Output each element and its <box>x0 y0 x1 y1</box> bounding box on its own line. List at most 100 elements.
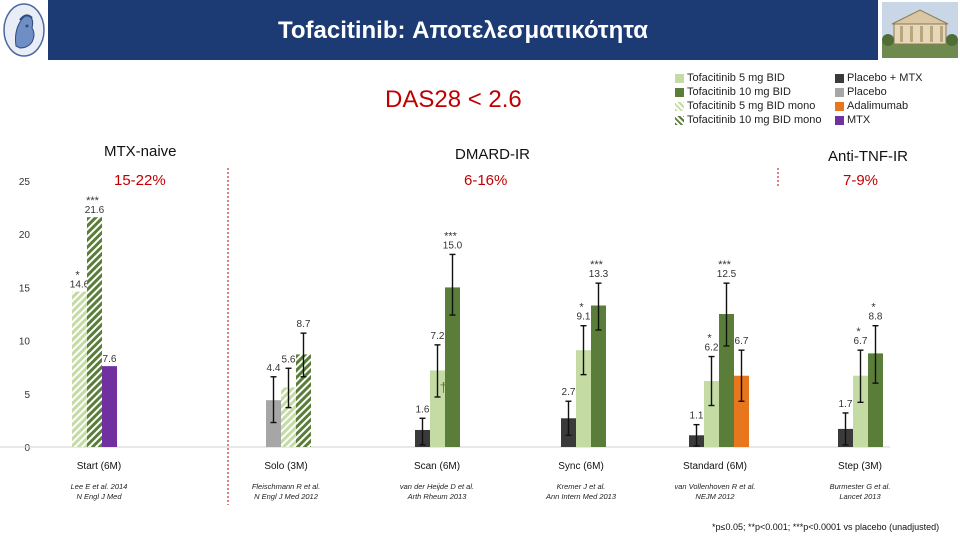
significance-marker: *** <box>444 230 458 242</box>
data-label: 4.4 <box>267 363 281 374</box>
y-tick-label: 25 <box>19 177 31 188</box>
bar-pbomtx <box>415 429 430 447</box>
legend-label: MTX <box>847 114 871 126</box>
data-label: 7.6 <box>103 354 117 365</box>
y-tick-label: 20 <box>19 230 31 241</box>
data-label: 6.7 <box>854 336 868 347</box>
data-label: 1.7 <box>839 399 853 410</box>
chart-subtitle: DAS28 < 2.6 <box>385 86 522 113</box>
citation-text: NEJM 2012 <box>695 492 735 501</box>
significance-marker: *** <box>718 259 732 271</box>
data-label: 8.8 <box>869 312 883 323</box>
legend-swatch-tofa5mono <box>675 102 684 111</box>
group-label-dmard-ir: DMARD-IR <box>455 146 530 163</box>
category-label: Solo (3M) <box>264 461 307 472</box>
category-group: 2.7 9.1* 13.3*** Sync (6M) Kremer J et al.An… <box>545 259 617 501</box>
footnote: *p≤0.05; **p<0.001; ***p<0.0001 vs place… <box>712 522 940 532</box>
group-range-dmard-ir: 6-16% <box>464 172 508 189</box>
data-label: 14.6 <box>70 280 90 291</box>
building-photo-icon <box>882 2 958 58</box>
bar-pbomtx <box>838 428 853 447</box>
legend-swatch-ada <box>835 102 844 111</box>
legend-swatch-mtx <box>835 116 844 125</box>
data-label: 1.6 <box>416 404 430 415</box>
category-group: 1.1 6.2* 12.5*** 6.7 Standard (6M) van Vollen… <box>674 259 755 501</box>
data-label: 7.2 <box>431 331 445 342</box>
legend-label: Placebo <box>847 86 887 98</box>
page-title: Tofacitinib: Αποτελεσματικότητα <box>277 17 649 44</box>
significance-marker: *** <box>86 195 100 207</box>
title-bar <box>48 0 878 60</box>
header: Tofacitinib: Αποτελεσματικότητα <box>0 0 960 62</box>
bar-tofa10mono <box>296 354 311 447</box>
legend-label: Tofacitinib 5 mg BID mono <box>687 100 816 112</box>
legend: Tofacitinib 5 mg BID Tofacitinib 10 mg B… <box>675 72 960 130</box>
data-label: 8.7 <box>297 319 311 330</box>
group-range-mtx-naive: 15-22% <box>114 172 166 189</box>
bar-tofa5mono <box>281 387 296 447</box>
bar-pbomtx <box>561 418 576 447</box>
category-group: 14.6* 21.6*** 7.6 Start (6M) Lee E et al. 20… <box>70 195 128 501</box>
significance-marker: * <box>75 270 80 282</box>
bar-ada <box>734 375 749 447</box>
citation-text: Lancet 2013 <box>839 492 881 501</box>
data-label: 1.1 <box>690 411 704 422</box>
category-group: 1.6 7.2 † 15.0*** Scan (6M) van der Heijde D … <box>400 230 474 501</box>
category-label: Standard (6M) <box>683 461 747 472</box>
legend-swatch-pbo <box>835 88 844 97</box>
bar-tofa10 <box>445 287 460 447</box>
significance-marker: † <box>440 379 448 395</box>
significance-marker: * <box>707 333 712 345</box>
bar-mtx <box>102 366 117 447</box>
group-range-anti-tnf-ir: 7-9% <box>843 172 879 189</box>
citation-text: Arth Rheum 2013 <box>407 492 468 501</box>
data-label: 6.7 <box>735 336 749 347</box>
category-label: Scan (6M) <box>414 461 460 472</box>
data-label: 13.3 <box>589 269 609 280</box>
data-label: 5.6 <box>282 354 296 365</box>
significance-marker: * <box>871 302 876 314</box>
category-label: Step (3M) <box>838 461 882 472</box>
bar-tofa10 <box>719 314 734 447</box>
citation-text: Fleischmann R et al. <box>252 482 320 491</box>
data-label: 9.1 <box>577 312 591 323</box>
data-label: 12.5 <box>717 269 737 280</box>
legend-swatch-tofa5 <box>675 74 684 83</box>
data-label: 2.7 <box>562 387 576 398</box>
bar-tofa10mono <box>87 217 102 447</box>
bar-tofa10 <box>591 305 606 447</box>
y-axis: 0 5 10 15 20 25 <box>0 177 890 454</box>
legend-label: Adalimumab <box>847 100 909 112</box>
category-group: 4.45.6 8.7 Solo (3M) Fleischmann R et al.N … <box>252 319 320 501</box>
legend-label: Placebo + MTX <box>847 72 923 84</box>
category-group: 1.76.7*8.8*Step (3M)Burmester G et al.La… <box>830 302 891 501</box>
citation-text: Burmester G et al. <box>830 482 891 491</box>
category-label: Start (6M) <box>77 461 121 472</box>
citation-text: N Engl J Med 2012 <box>254 492 319 501</box>
bar-tofa5 <box>704 381 719 447</box>
bar-pbomtx <box>689 435 704 447</box>
significance-marker: * <box>579 302 584 314</box>
citation-text: Ann Intern Med 2013 <box>545 492 617 501</box>
citation-text: Lee E et al. 2014 <box>71 482 128 491</box>
y-tick-label: 5 <box>24 390 30 401</box>
group-label-mtx-naive: MTX-naive <box>104 143 177 160</box>
citation-text: van der Heijde D et al. <box>400 482 474 491</box>
legend-label: Tofacitinib 10 mg BID <box>687 86 791 98</box>
citation-text: Kremer J et al. <box>557 482 606 491</box>
data-label: 21.6 <box>85 205 105 216</box>
legend-swatch-tofa10mono <box>675 116 684 125</box>
legend-swatch-tofa10 <box>675 88 684 97</box>
data-label: 6.2 <box>705 343 719 354</box>
citation-text: N Engl J Med <box>76 492 122 501</box>
citation-text: van Vollenhoven R et al. <box>674 482 755 491</box>
data-label: 15.0 <box>443 240 463 251</box>
university-logo-icon <box>3 3 45 57</box>
significance-marker: * <box>856 326 861 338</box>
bar-pbo <box>266 400 281 447</box>
bar-tofa10 <box>868 353 883 447</box>
y-tick-label: 0 <box>24 443 30 454</box>
bar-tofa5mono <box>72 291 87 447</box>
bar-tofa5 <box>430 370 445 447</box>
